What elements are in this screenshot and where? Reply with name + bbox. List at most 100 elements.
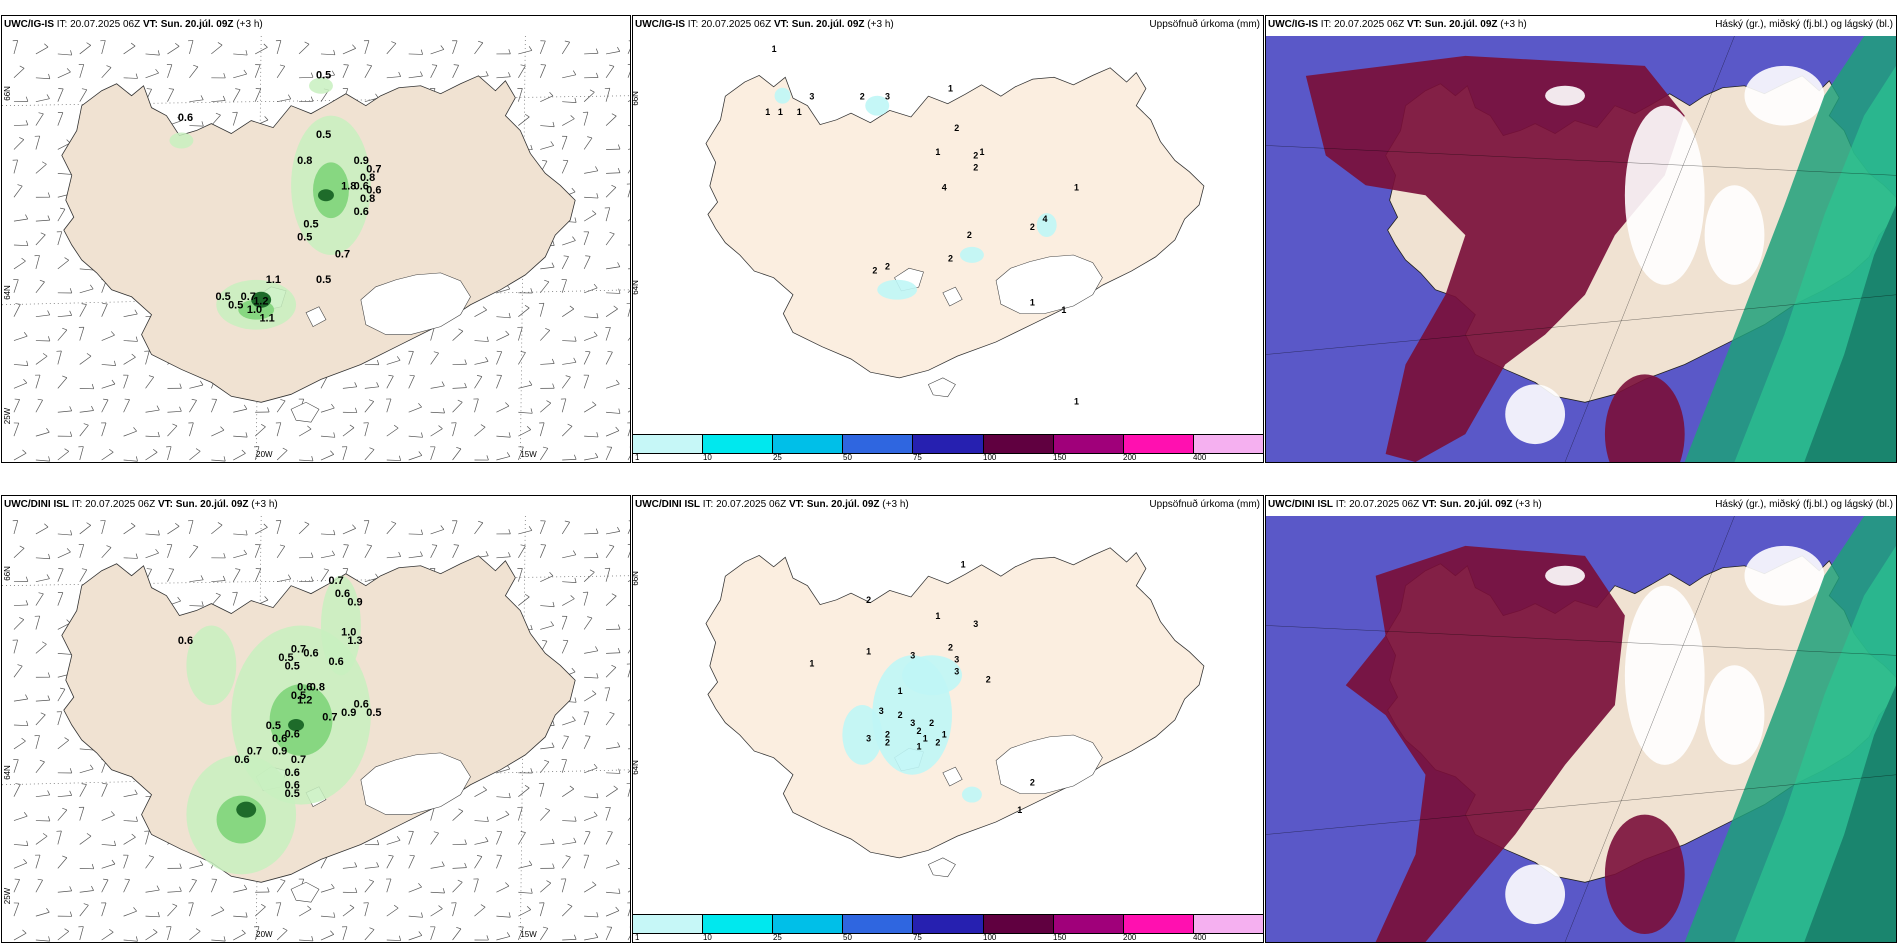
iceland-landmass	[705, 67, 1205, 379]
glacier	[290, 401, 320, 423]
cloud-map[interactable]	[1266, 516, 1896, 942]
panel-cloud-igis: UWC/IG-IS IT: 20.07.2025 06Z VT: Sun. 20…	[1265, 15, 1897, 463]
lead-time: (+3 h)	[864, 19, 894, 30]
colorbar-ticks: 1 10 25 50 75 100 150 200 400	[633, 933, 1263, 942]
precip-value-label: 1.2	[253, 295, 268, 307]
cloud-map[interactable]	[1266, 36, 1896, 462]
precip-value-label: 3	[885, 91, 890, 101]
colorbar-tick-label: 100	[983, 453, 997, 462]
precip-value-label: 0.6	[303, 648, 318, 660]
lat-axis-label: 64N	[633, 760, 640, 775]
precip-value-label: 2	[885, 738, 890, 748]
colorbar-swatch	[703, 435, 774, 453]
precip-value-label: 1.2	[297, 694, 312, 706]
precip-value-label: 3	[973, 619, 978, 629]
init-time: IT: 20.07.2025 06Z	[700, 499, 789, 510]
precip-shading	[842, 655, 982, 803]
precip-value-label: 2	[1030, 222, 1035, 232]
colorbar-swatch	[1123, 915, 1194, 933]
init-time: IT: 20.07.2025 06Z	[69, 499, 158, 510]
panel-title: UWC/IG-IS IT: 20.07.2025 06Z VT: Sun. 20…	[635, 19, 894, 30]
precip-colorbar: 1 10 25 50 75 100 150 200 400	[633, 914, 1263, 942]
wind-map[interactable]: 0.5 0.6 0.5 0.8 0.9 0.7 0.8 0.6 0.6 1.8 0.8 0.6 0.5 0…	[2, 36, 630, 462]
lat-axis-label: 66N	[3, 566, 12, 581]
precip-value-label: 2	[954, 123, 959, 133]
valid-time: VT: Sun. 20.júl. 09Z	[157, 499, 249, 510]
valid-time: VT: Sun. 20.júl. 09Z	[1406, 19, 1498, 30]
lon-axis-label: 20W	[256, 930, 273, 939]
precip-value-label: 0.7	[241, 291, 256, 303]
lat-axis-label: 64N	[3, 285, 12, 300]
precip-value-label: 0.6	[285, 729, 300, 741]
precip-value-label: 0.6	[285, 780, 300, 792]
precip-value-label: 0.6	[329, 656, 344, 668]
lat-axis-label: 25W	[3, 407, 12, 424]
precip-value-label: 0.7	[291, 643, 306, 655]
init-time: IT: 20.07.2025 06Z	[685, 19, 774, 30]
precip-value-label: 1	[765, 107, 770, 117]
precip-value-label: 0.5	[216, 291, 231, 303]
precip-value-label: 1	[772, 44, 777, 54]
lat-axis-label: 66N	[633, 91, 640, 106]
precip-value-label: 2	[1030, 777, 1035, 787]
colorbar-swatch	[1193, 435, 1263, 453]
precip-map[interactable]: 1 3 1 1 1 2 3 1 2 1 2 1 2 4 1 4 2 2 2 2 2 1 1 1 66N 64N	[633, 36, 1263, 432]
model-name: UWC/DINI ISL	[1268, 499, 1333, 510]
precip-value-label: 1	[948, 83, 953, 93]
precip-value-label: 1.3	[347, 635, 362, 647]
precip-value-label: 1	[1061, 305, 1066, 315]
colorbar-swatch	[983, 915, 1054, 933]
precip-value-label: 4	[1043, 214, 1048, 224]
glacier	[995, 734, 1103, 794]
panel-precip-igis: UWC/IG-IS IT: 20.07.2025 06Z VT: Sun. 20…	[632, 15, 1264, 463]
colorbar-swatch	[773, 915, 844, 933]
precip-value-label: 0.9	[341, 707, 356, 719]
precip-value-label: 0.7	[291, 754, 306, 766]
valid-time: VT: Sun. 20.júl. 09Z	[1421, 499, 1513, 510]
precip-value-label: 4	[942, 182, 947, 192]
precip-value-label: 0.7	[322, 711, 337, 723]
colorbar-swatch	[633, 915, 704, 933]
precip-colorbar: 1 10 25 50 75 100 150 200 400	[633, 434, 1263, 462]
colorbar-tick-label: 400	[1192, 453, 1207, 462]
precip-value-label: 3	[809, 91, 814, 101]
precip-value-label: 0.6	[354, 206, 369, 218]
panel-title: UWC/DINI ISL IT: 20.07.2025 06Z VT: Sun.…	[4, 499, 278, 510]
precip-value-label: 1.8	[341, 180, 356, 192]
panel-title: UWC/DINI ISL IT: 20.07.2025 06Z VT: Sun.…	[635, 499, 909, 510]
wind-map[interactable]: 0.7 0.6 0.9 0.6 1.0 1.3 0.5 0.7 0.6 0.5 0.6 0.5 0.6 0…	[2, 516, 630, 942]
valid-time: VT: Sun. 20.júl. 09Z	[142, 19, 234, 30]
mid-cloud-band	[1684, 36, 1896, 462]
precip-shading	[774, 87, 1057, 300]
precip-value-label: 3	[910, 718, 915, 728]
panel-title: UWC/IG-IS IT: 20.07.2025 06Z VT: Sun. 20…	[1268, 19, 1527, 30]
precip-value-label: 0.5	[316, 274, 331, 286]
precip-value-label: 0.9	[347, 596, 362, 608]
colorbar-tick-label: 10	[702, 933, 712, 942]
panel-right-title: Uppsöfnuð úrkoma (mm)	[1149, 499, 1260, 510]
precip-value-label: 1	[898, 686, 903, 696]
precip-value-label: 2	[967, 230, 972, 240]
precip-value-label: 1	[1074, 182, 1079, 192]
lon-axis-label: 15W	[520, 930, 537, 939]
precip-value-label: 0.6	[234, 754, 249, 766]
colorbar-tick-label: 200	[1123, 933, 1137, 942]
model-name: UWC/DINI ISL	[635, 499, 700, 510]
colorbar-swatch	[843, 435, 914, 453]
precip-value-label: 1	[809, 658, 814, 668]
colorbar-tick-label: 400	[1192, 933, 1207, 942]
precip-value-label: 0.9	[354, 155, 369, 167]
colorbar-tick-label: 50	[843, 453, 852, 462]
wind-map-svg: 0.50.60.50.8 0.90.70.80.60.61.80.80.60.50…	[2, 36, 630, 462]
precip-value-label: 0.6	[354, 180, 369, 192]
glacier	[927, 377, 956, 398]
precip-value-label: 1	[1030, 297, 1035, 307]
lon-axis-label: 20W	[256, 450, 273, 459]
colorbar-tick-label: 1	[635, 453, 640, 462]
precip-value-label: 0.6	[178, 635, 193, 647]
precip-value-label: 1	[942, 730, 947, 740]
wind-map-svg: 0.70.60.90.61.01.30.50.70.60.5 0.60.50.60…	[2, 516, 630, 942]
precip-value-label: 0.7	[247, 746, 262, 758]
init-time: IT: 20.07.2025 06Z	[54, 19, 143, 30]
precip-map[interactable]: 1 2 1 3 1 3 2 3 3 1 2 1 3 2 3 2 2 1 2 1 3 2 1 2 2 1 66N 64N	[633, 516, 1263, 912]
